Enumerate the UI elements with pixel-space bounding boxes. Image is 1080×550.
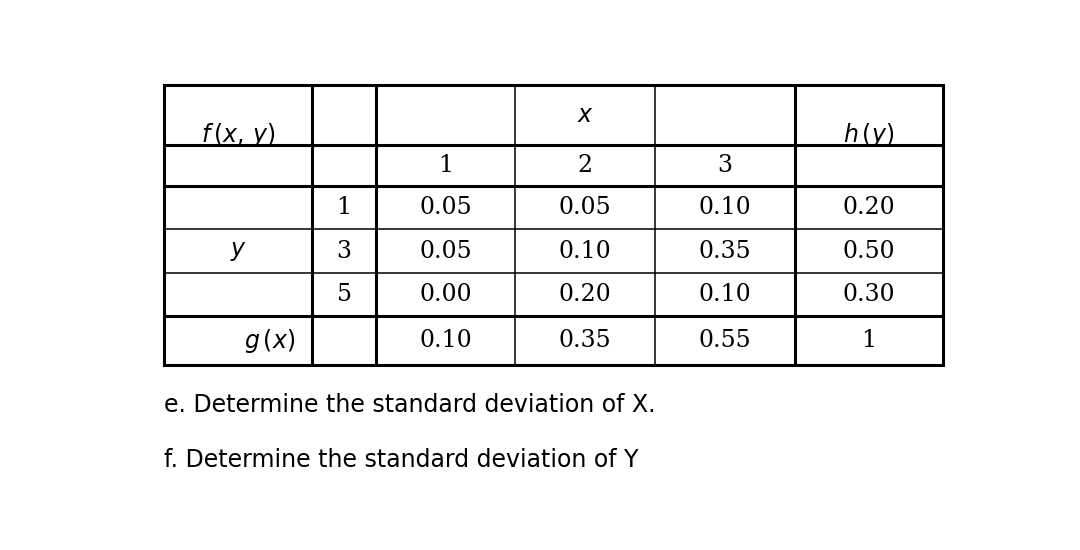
Text: 1: 1 bbox=[438, 154, 454, 177]
Text: $x$: $x$ bbox=[577, 103, 594, 127]
Text: 5: 5 bbox=[337, 283, 352, 306]
Text: 0.05: 0.05 bbox=[419, 196, 472, 219]
Text: $g\,(x)$: $g\,(x)$ bbox=[244, 327, 296, 355]
Text: 0.35: 0.35 bbox=[699, 240, 752, 262]
Text: 0.35: 0.35 bbox=[559, 329, 611, 352]
Text: 0.10: 0.10 bbox=[699, 283, 752, 306]
Text: $y$: $y$ bbox=[230, 240, 246, 262]
Text: 2: 2 bbox=[578, 154, 593, 177]
Text: 0.05: 0.05 bbox=[559, 196, 611, 219]
Text: 0.20: 0.20 bbox=[842, 196, 895, 219]
Bar bbox=[164, 85, 943, 365]
Text: f. Determine the standard deviation of Y: f. Determine the standard deviation of Y bbox=[164, 448, 638, 472]
Text: 0.10: 0.10 bbox=[699, 196, 752, 219]
Text: e. Determine the standard deviation of X.: e. Determine the standard deviation of X… bbox=[164, 393, 656, 417]
Text: 0.10: 0.10 bbox=[558, 240, 611, 262]
Text: 3: 3 bbox=[717, 154, 732, 177]
Text: 0.55: 0.55 bbox=[699, 329, 752, 352]
Text: 0.20: 0.20 bbox=[558, 283, 611, 306]
Text: 0.00: 0.00 bbox=[419, 283, 472, 306]
Text: 0.05: 0.05 bbox=[419, 240, 472, 262]
Text: $f\,(x,\,y)$: $f\,(x,\,y)$ bbox=[201, 122, 275, 150]
Text: 0.50: 0.50 bbox=[842, 240, 895, 262]
Text: $h\,(y)$: $h\,(y)$ bbox=[843, 122, 894, 150]
Text: 1: 1 bbox=[861, 329, 876, 352]
Text: 3: 3 bbox=[337, 240, 352, 262]
Text: 0.10: 0.10 bbox=[419, 329, 472, 352]
Text: 1: 1 bbox=[337, 196, 352, 219]
Text: 0.30: 0.30 bbox=[842, 283, 895, 306]
